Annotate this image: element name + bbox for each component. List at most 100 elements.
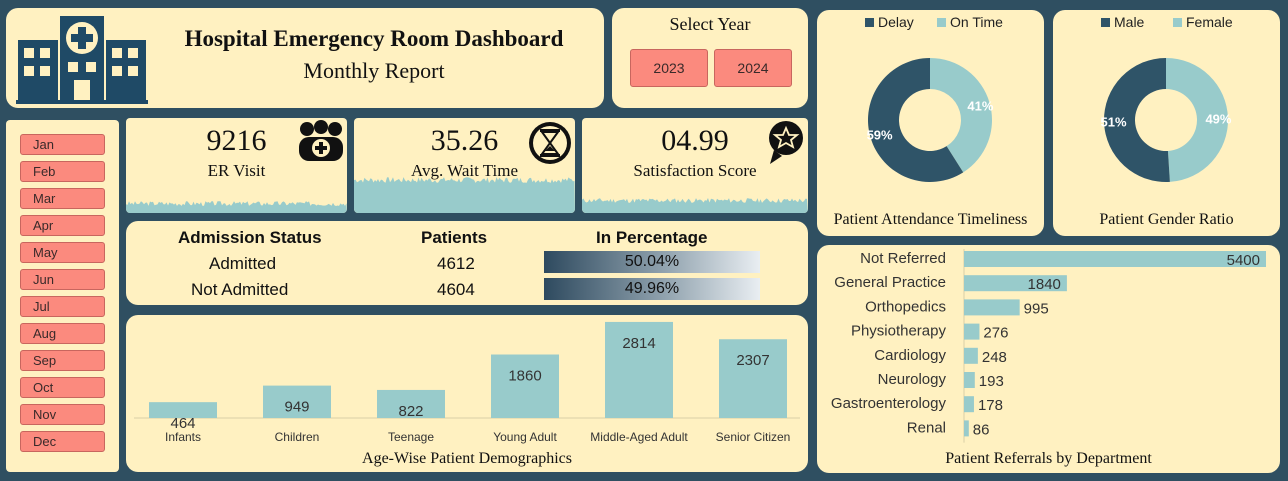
attendance-panel: Delay On Time 41% 59% Patient Attendance Ti…	[817, 10, 1044, 236]
gender-slice-female	[1166, 58, 1228, 182]
admission-status-admitted: Admitted	[209, 254, 277, 273]
admission-percent-admitted: 50.04%	[544, 251, 760, 273]
gender-value-label-1: 49%	[1205, 111, 1231, 126]
wait-time-sparkline	[354, 177, 575, 213]
attendance-value-label-1: 41%	[967, 98, 993, 113]
age-bar-value-0: 464	[170, 415, 195, 432]
referrals-chart-title: Patient Referrals by Department	[945, 450, 1152, 467]
patients-icon	[299, 120, 343, 161]
referral-category-label-5: Neurology	[878, 371, 947, 388]
kpi-satisfaction: 04.99 Satisfaction Score	[582, 118, 808, 213]
referral-bar-value-3: 276	[983, 325, 1008, 342]
admission-header-status: Admission Status	[178, 228, 322, 247]
year-button-2024[interactable]: 2024	[714, 49, 792, 87]
month-button-apr[interactable]: Apr	[20, 215, 105, 236]
referral-category-label-2: Orthopedics	[865, 298, 946, 315]
gender-legend-swatch-1	[1173, 18, 1182, 27]
page-title: Hospital Emergency Room Dashboard	[184, 26, 564, 51]
wait-time-label: Avg. Wait Time	[410, 161, 519, 180]
age-chart-title: Age-Wise Patient Demographics	[362, 450, 572, 467]
gender-slice-male	[1103, 58, 1170, 183]
age-bar-5	[719, 339, 787, 418]
referral-bar-value-4: 248	[982, 349, 1007, 366]
satisfaction-value: 04.99	[661, 124, 729, 157]
age-bar-4	[605, 321, 673, 418]
referrals-panel: Not Referred 5400 General Practice 1840 Orth…	[817, 245, 1280, 473]
age-category-label-3: Young Adult	[493, 430, 557, 444]
referral-bar-value-0: 5400	[1227, 252, 1260, 269]
age-bar-1	[263, 385, 331, 418]
month-button-feb[interactable]: Feb	[20, 161, 105, 182]
referral-category-label-0: Not Referred	[860, 250, 946, 267]
kpi-wait-time: 35.26 Avg. Wait Time	[354, 118, 575, 213]
age-bar-2	[377, 389, 445, 418]
hourglass-icon	[529, 122, 571, 164]
star-badge-icon	[769, 121, 803, 164]
referral-bar-3	[964, 323, 980, 340]
gender-donut-chart: Male Female 49% 51%	[1101, 14, 1233, 183]
attendance-legend: Delay On Time	[865, 14, 1003, 30]
referral-bar-value-7: 86	[973, 421, 990, 438]
month-button-jun[interactable]: Jun	[20, 269, 105, 290]
referral-bar-2	[964, 299, 1020, 316]
gender-legend-label-0: Male	[1114, 14, 1145, 30]
age-category-label-1: Children	[275, 430, 320, 444]
attendance-value-label-0: 59%	[867, 128, 893, 143]
attendance-slice-on-time	[930, 58, 992, 173]
month-button-jan[interactable]: Jan	[20, 134, 105, 155]
referral-bar-value-2: 995	[1024, 300, 1049, 317]
admission-header-percent: In Percentage	[596, 228, 708, 247]
referral-category-label-3: Physiotherapy	[851, 323, 947, 340]
hospital-icon	[16, 16, 148, 104]
admission-patients-not-admitted: 4604	[437, 280, 475, 299]
age-category-label-4: Middle-Aged Adult	[590, 430, 688, 444]
age-category-label-2: Teenage	[388, 430, 434, 444]
attendance-legend-swatch-1	[937, 18, 946, 27]
gender-chart-title: Patient Gender Ratio	[1099, 211, 1234, 228]
attendance-legend-swatch-0	[865, 18, 874, 27]
gender-panel: Male Female 49% 51% Patient Gender Ratio	[1053, 10, 1280, 236]
gender-legend-swatch-0	[1101, 18, 1110, 27]
month-button-oct[interactable]: Oct	[20, 377, 105, 398]
referral-bar-0	[964, 251, 1266, 267]
referral-bar-6	[964, 396, 974, 413]
month-button-sep[interactable]: Sep	[20, 350, 105, 371]
wait-time-value: 35.26	[430, 124, 499, 157]
age-demographics-panel: 464 Infants 949 Children 822 Teenage 1860 Young…	[126, 315, 808, 472]
referral-bar-7	[964, 420, 969, 437]
admission-panel: Admission Status Patients In Percentage …	[126, 221, 808, 305]
satisfaction-sparkline	[582, 198, 808, 213]
month-button-aug[interactable]: Aug	[20, 323, 105, 344]
age-category-label-5: Senior Citizen	[716, 430, 791, 444]
month-button-mar[interactable]: Mar	[20, 188, 105, 209]
age-bar-value-1: 949	[284, 399, 309, 416]
attendance-chart-title: Patient Attendance Timeliness	[833, 211, 1028, 228]
age-bar-3	[491, 354, 559, 418]
er-visit-label: ER Visit	[207, 161, 266, 180]
gender-legend-label-1: Female	[1186, 14, 1233, 30]
month-button-may[interactable]: May	[20, 242, 105, 263]
referral-bar-4	[964, 347, 978, 364]
year-selector-label: Select Year	[669, 14, 751, 34]
referral-category-label-1: General Practice	[834, 274, 946, 291]
admission-percent-not-admitted: 49.96%	[544, 278, 760, 300]
admission-patients-admitted: 4612	[437, 254, 475, 273]
attendance-legend-label-0: Delay	[878, 14, 914, 30]
attendance-donut-chart: Delay On Time 41% 59%	[865, 14, 1003, 182]
kpi-er-visit: 9216 ER Visit	[126, 118, 347, 213]
age-bar-value-5: 2307	[736, 352, 769, 369]
referral-category-label-4: Cardiology	[874, 347, 946, 364]
referral-bar-1	[964, 275, 1067, 292]
age-bar-0	[149, 402, 217, 418]
attendance-legend-label-1: On Time	[950, 14, 1003, 30]
attendance-slice-delay	[868, 58, 964, 182]
age-bar-value-3: 1860	[508, 368, 541, 385]
month-button-dec[interactable]: Dec	[20, 431, 105, 452]
er-visit-value: 9216	[206, 124, 267, 157]
month-button-nov[interactable]: Nov	[20, 404, 105, 425]
page-subtitle: Monthly Report	[303, 58, 445, 83]
year-button-2023[interactable]: 2023	[630, 49, 708, 87]
age-bar-value-4: 2814	[622, 335, 655, 352]
month-button-jul[interactable]: Jul	[20, 296, 105, 317]
